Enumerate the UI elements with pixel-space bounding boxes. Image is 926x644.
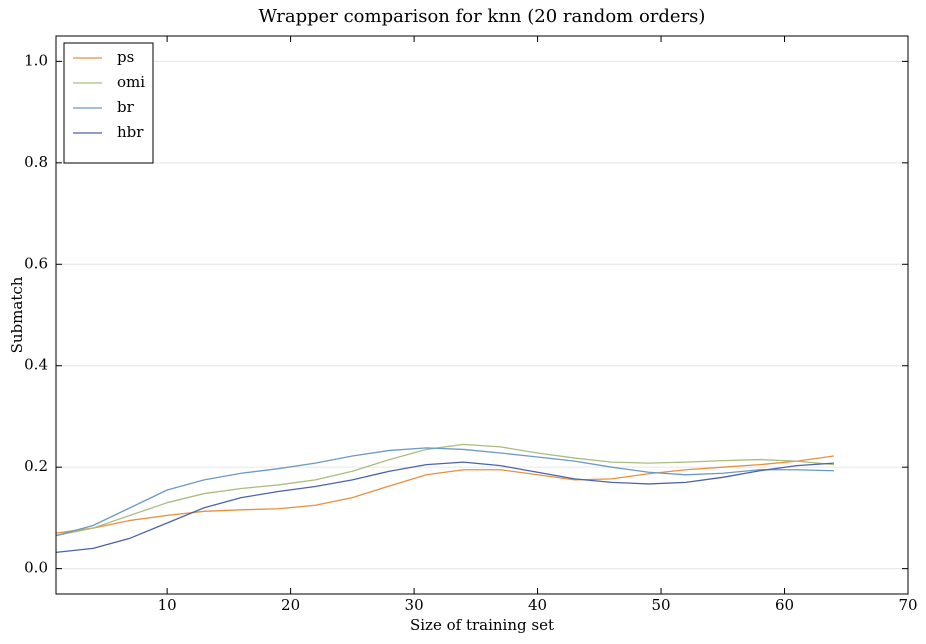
chart-title: Wrapper comparison for knn (20 random or… — [259, 6, 706, 27]
series-line — [55, 455, 835, 534]
series-line — [55, 443, 834, 537]
legend-label: br — [117, 98, 135, 116]
legend-label: omi — [117, 73, 145, 91]
x-tick-label: 20 — [281, 596, 300, 614]
x-tick-label: 60 — [775, 596, 794, 614]
x-tick-label: 40 — [528, 596, 547, 614]
legend-box — [63, 42, 154, 164]
y-tick-label: 0.2 — [24, 457, 48, 475]
y-axis-label: Submatch — [8, 276, 26, 353]
x-tick-label: 30 — [405, 596, 424, 614]
x-tick-label: 50 — [651, 596, 670, 614]
x-tick-label: 10 — [158, 596, 177, 614]
plot-frame — [55, 35, 909, 595]
y-tick-label: 0.8 — [24, 153, 48, 171]
x-tick-label: 70 — [898, 596, 917, 614]
legend-label: ps — [117, 48, 134, 66]
y-tick-label: 0.4 — [24, 356, 48, 374]
legend-label: hbr — [117, 123, 144, 141]
y-tick-label: 0.0 — [24, 559, 48, 577]
x-axis-label: Size of training set — [410, 616, 554, 634]
y-tick-label: 1.0 — [24, 51, 48, 69]
series-line — [55, 447, 834, 537]
y-tick-label: 0.6 — [24, 254, 48, 272]
series-line — [55, 461, 834, 554]
